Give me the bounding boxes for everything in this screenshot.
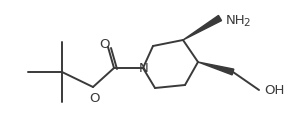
Text: N: N <box>139 62 149 75</box>
Text: NH: NH <box>226 14 246 26</box>
Text: OH: OH <box>264 84 284 98</box>
Text: 2: 2 <box>243 18 250 28</box>
Polygon shape <box>198 62 234 75</box>
Text: O: O <box>89 92 99 106</box>
Text: O: O <box>99 38 109 51</box>
Polygon shape <box>183 15 221 40</box>
